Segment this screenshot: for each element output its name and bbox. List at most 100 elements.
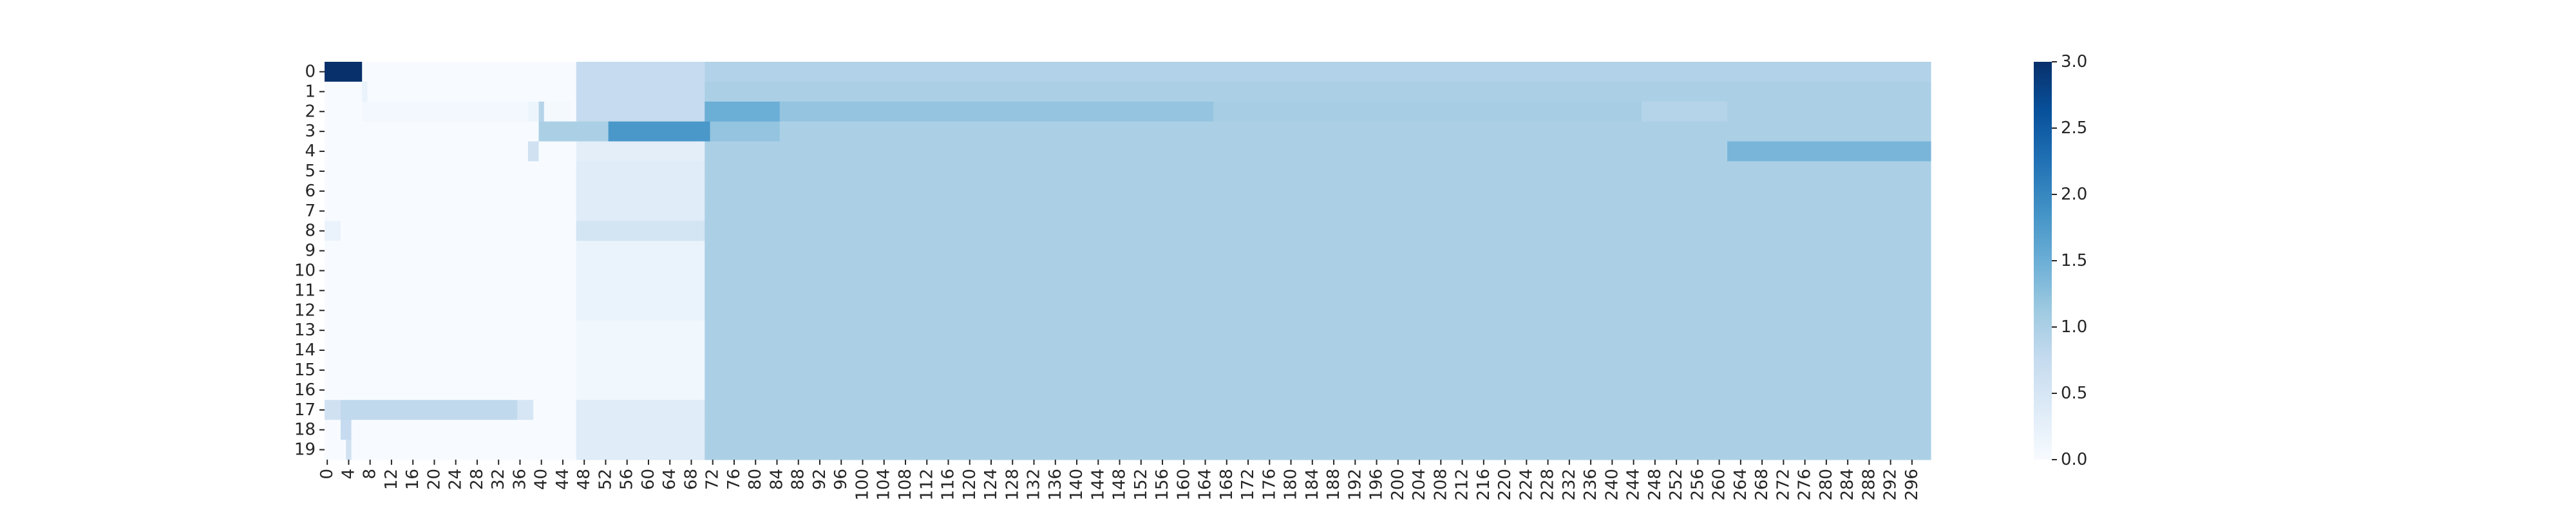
x-tick-label: 284 [1838, 469, 1857, 501]
heatmap-cell [325, 420, 341, 440]
y-tick-label: 9 [305, 241, 316, 261]
x-tick-label: 228 [1539, 469, 1558, 501]
heatmap-cell [325, 62, 363, 82]
colorbar-tick-label: 2.0 [2061, 185, 2087, 204]
x-tick-label: 236 [1581, 469, 1600, 501]
heatmap-cell [325, 400, 341, 420]
x-tick-label: 216 [1474, 469, 1493, 501]
x-tick-label: 288 [1859, 469, 1879, 501]
x-tick-label: 276 [1795, 469, 1815, 501]
heatmap-cell [325, 241, 577, 261]
colorbar-tick-label: 2.5 [2061, 118, 2087, 138]
heatmap-cell [351, 440, 577, 460]
x-tick-label: 196 [1367, 469, 1387, 501]
heatmap-cell [705, 320, 1931, 341]
heatmap-cell [576, 181, 705, 201]
heatmap-cell [362, 101, 529, 122]
x-tick-label: 108 [896, 469, 915, 501]
x-tick-label: 200 [1388, 469, 1408, 501]
x-tick-label: 12 [382, 469, 401, 490]
heatmap-cell [705, 141, 1728, 162]
heatmap-cell [325, 161, 577, 182]
heatmap-cell [346, 440, 352, 460]
colorbar: 0.0 0.5 1.0 1.5 2.0 2.5 3.0 [2034, 52, 2087, 469]
y-tick-label: 13 [294, 321, 316, 340]
colorbar-gradient [2034, 62, 2052, 460]
x-tick-label: 136 [1046, 469, 1065, 501]
x-tick-label: 96 [831, 469, 851, 490]
x-tick-label: 292 [1881, 469, 1900, 501]
x-tick-label: 208 [1431, 469, 1450, 501]
x-tick-label: 128 [1003, 469, 1022, 501]
heatmap-cell [705, 360, 1931, 380]
x-tick-label: 32 [489, 469, 508, 490]
x-tick-label: 104 [875, 469, 894, 501]
x-tick-label: 20 [424, 469, 444, 490]
heatmap-cell [325, 280, 577, 301]
x-tick-label: 252 [1667, 469, 1686, 501]
y-tick-label: 15 [294, 360, 316, 380]
x-tick-label: 120 [960, 469, 980, 501]
heatmap-cell [576, 261, 705, 281]
heatmap-cell [710, 121, 781, 142]
heatmap-cell [576, 81, 705, 102]
heatmap-cell [576, 221, 705, 241]
heatmap-cell [1213, 101, 1642, 122]
heatmap-cell [517, 400, 534, 420]
x-tick-label: 28 [468, 469, 487, 490]
heatmap-cell [705, 340, 1931, 361]
x-tick-label: 8 [361, 469, 380, 480]
heatmap-cell [705, 62, 1931, 82]
heatmap-cell [325, 201, 577, 221]
heatmap-cell [325, 141, 529, 162]
heatmap-cell [705, 420, 1931, 440]
y-tick-label: 2 [305, 102, 316, 121]
heatmap-cell [325, 320, 577, 341]
y-tick-label: 1 [305, 82, 316, 101]
x-tick-label: 80 [746, 469, 765, 490]
heatmap-cell [325, 121, 540, 142]
heatmap-cell [705, 300, 1931, 321]
colorbar-tick-label: 0.5 [2061, 384, 2087, 403]
y-tick-label: 5 [305, 162, 316, 181]
x-tick-label: 164 [1196, 469, 1215, 501]
x-tick-label: 56 [618, 469, 637, 490]
heatmap-cell [576, 62, 705, 82]
heatmap-cell [705, 161, 1931, 182]
heatmap-cells [325, 62, 1931, 460]
heatmap-cell [325, 380, 577, 400]
colorbar-tick-label: 0.0 [2061, 450, 2087, 469]
heatmap-cell [527, 141, 540, 162]
heatmap-cell [705, 280, 1931, 301]
heatmap-cell [576, 340, 705, 361]
heatmap-cell [1727, 141, 1931, 162]
heatmap-cell [340, 420, 352, 440]
y-tick-label: 8 [305, 221, 316, 241]
x-tick-label: 220 [1495, 469, 1515, 501]
heatmap-cell [779, 121, 1931, 142]
x-tick-label: 116 [939, 469, 958, 501]
x-tick-label: 4 [339, 469, 358, 480]
heatmap-cell [576, 161, 705, 182]
x-tick-label: 140 [1067, 469, 1086, 501]
x-tick-label: 256 [1688, 469, 1707, 501]
x-tick-label: 184 [1303, 469, 1322, 501]
x-tick-label: 40 [532, 469, 551, 490]
x-tick-label: 240 [1602, 469, 1622, 501]
x-tick-label: 232 [1560, 469, 1579, 501]
x-tick-label: 280 [1817, 469, 1836, 501]
y-tick-label: 11 [294, 281, 316, 300]
x-tick-label: 84 [767, 469, 786, 490]
heatmap-cell [576, 280, 705, 301]
x-tick-label: 160 [1174, 469, 1193, 501]
x-tick-label: 36 [510, 469, 529, 490]
x-tick-label: 24 [446, 469, 466, 490]
y-tick-label: 16 [294, 380, 316, 400]
x-tick-label: 48 [574, 469, 594, 490]
heatmap-cell [576, 360, 705, 380]
heatmap-cell [705, 440, 1931, 460]
x-tick-label: 68 [681, 469, 701, 490]
x-tick-label: 244 [1624, 469, 1643, 501]
x-tick-label: 16 [403, 469, 422, 490]
